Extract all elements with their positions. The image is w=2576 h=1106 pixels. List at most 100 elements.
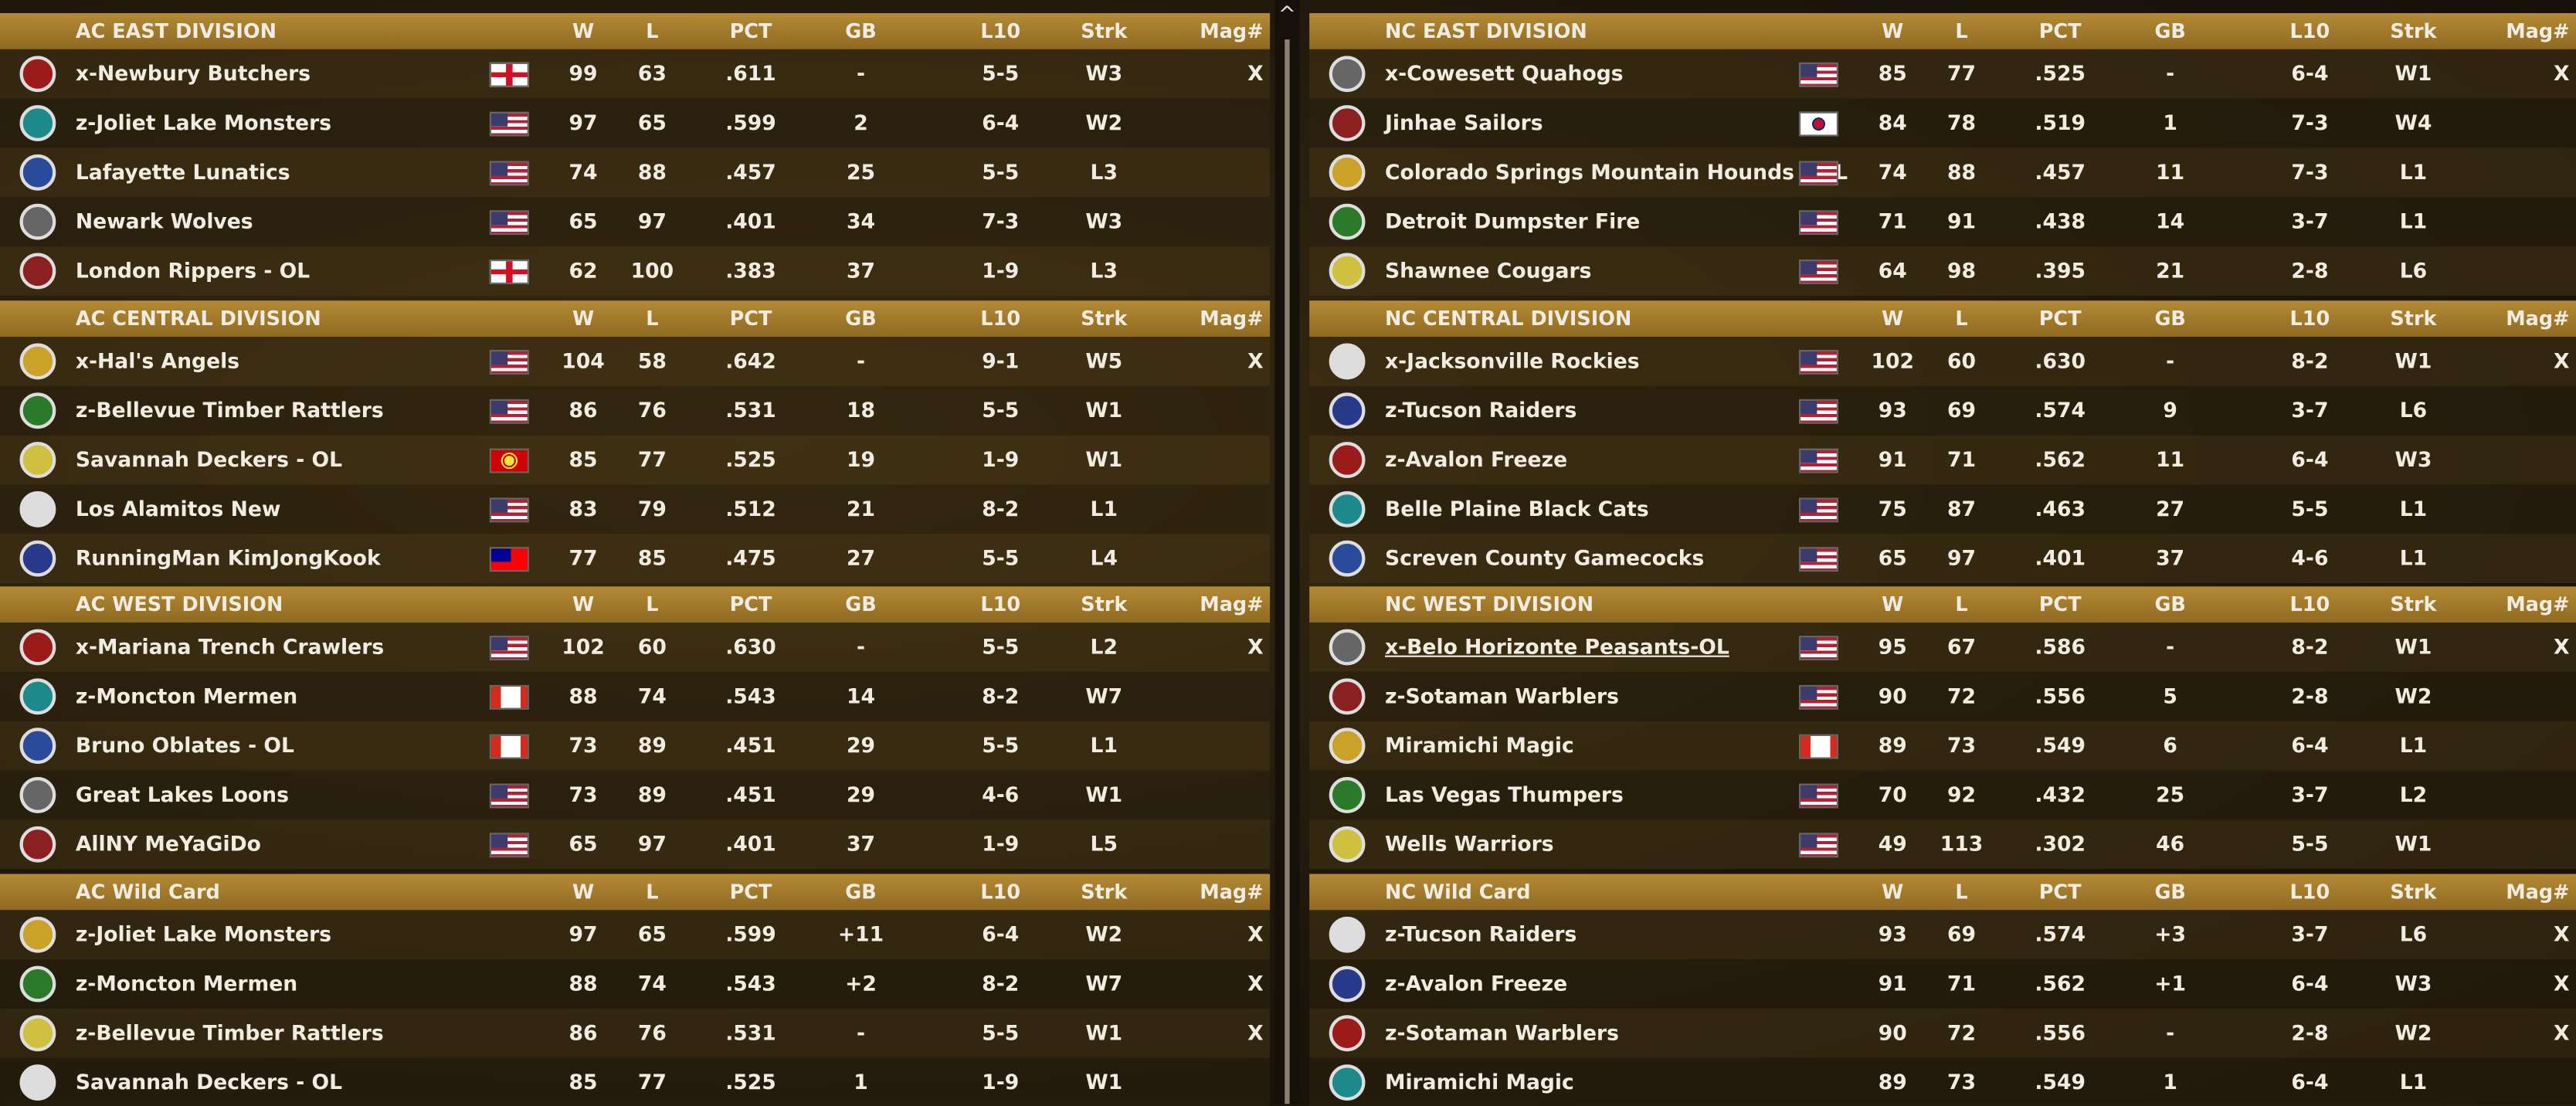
flag [1798,636,1839,661]
column-header: L [646,306,659,330]
team-row[interactable]: Bruno Oblates - OL 73 89 .451 29 5-5 L1 [0,721,1271,771]
stat-cell: 7-3 [2291,159,2329,185]
stat-cell: +11 [837,921,884,946]
team-row[interactable]: x-Cowesett Quahogs 85 77 .525 - 6-4 W1 X [1309,49,2576,99]
team-row[interactable]: AllNY MeYaGiDo 65 97 .401 37 1-9 L5 [0,819,1271,870]
stat-cell: W3 [2394,969,2432,995]
team-row[interactable]: Las Vegas Thumpers 70 92 .432 25 3-7 L2 [1309,770,2576,820]
team-row[interactable]: z-Bellevue Timber Rattlers 86 76 .531 18 5-5 W… [0,385,1271,435]
team-row[interactable]: x-Jacksonville Rockies 102 60 .630 - 8-2 W1 X [1309,335,2576,385]
team-row[interactable]: z-Avalon Freeze 91 71 .562 +1 6-4 W3 X [1309,958,2576,1008]
team-row[interactable]: Miramichi Magic 89 73 .549 6 6-4 L1 [1309,721,2576,771]
team-row[interactable]: z-Sotaman Warblers 90 72 .556 5 2-8 W2 [1309,671,2576,721]
flag [489,398,529,423]
stat-cell: L2 [1090,633,1118,659]
team-row[interactable]: z-Avalon Freeze 91 71 .562 11 6-4 W3 [1309,434,2576,484]
team-logo [1329,490,1366,527]
team-row[interactable]: z-Bellevue Timber Rattlers 86 76 .531 - 5-5 W1… [0,1007,1271,1057]
stat-cell: 2-8 [2291,257,2329,283]
team-logo [1329,1064,1366,1100]
stat-cell: 58 [637,347,667,372]
team-row[interactable]: RunningMan KimJongKook 77 85 .475 27 5-5 L4 [0,533,1271,582]
stat-cell: 75 [1878,495,1907,521]
team-name: z-Tucson Raiders [1384,396,1577,422]
team-name: Las Vegas Thumpers [1384,782,1624,807]
stat-cell: L1 [2399,209,2428,234]
stat-cell: L1 [2399,1068,2428,1094]
column-header: PCT [729,306,772,330]
team-row[interactable]: London Rippers - OL 62 100 .383 37 1-9 L3 [0,246,1271,296]
stat-cell: .586 [2035,633,2086,659]
stat-cell: L1 [2399,545,2428,569]
team-row[interactable]: z-Tucson Raiders 93 69 .574 +3 3-7 L6 X [1309,909,2576,959]
stat-cell: W1 [1085,1019,1123,1044]
flag [489,260,529,284]
stat-cell: W2 [1085,921,1123,946]
team-row[interactable]: z-Moncton Mermen 88 74 .543 +2 8-2 W7 X [0,958,1271,1008]
stat-cell: .630 [2035,347,2086,372]
column-header: L [1955,879,1968,903]
flag [489,734,529,759]
team-row[interactable]: Savannah Deckers - OL 85 77 .525 1 1-9 W1 [0,1057,1271,1106]
column-header: Strk [1081,879,1128,903]
team-row[interactable]: z-Tucson Raiders 93 69 .574 9 3-7 L6 [1309,385,2576,435]
team-row[interactable]: Miramichi Magic 89 73 .549 1 6-4 L1 [1309,1057,2576,1106]
stat-cell: .556 [2035,1019,2086,1044]
team-row[interactable]: x-Belo Horizonte Peasants-OL 95 67 .586 - 8-2… [1309,623,2576,672]
team-row[interactable]: Los Alamitos New 83 79 .512 21 8-2 L1 [0,483,1271,534]
stat-cell: 18 [846,396,876,422]
stat-cell: .599 [725,110,776,135]
column-header: Strk [1081,19,1128,43]
team-row[interactable]: z-Moncton Mermen 88 74 .543 14 8-2 W7 [0,671,1271,721]
team-row[interactable]: Lafayette Lunatics 74 88 .457 25 5-5 L3 [0,148,1271,198]
team-row[interactable]: Newark Wolves 65 97 .401 34 7-3 W3 [0,197,1271,247]
team-row[interactable]: z-Joliet Lake Monsters 97 65 .599 2 6-4 W2 [0,98,1271,148]
stat-cell: 5-5 [982,633,1020,659]
stat-cell: .475 [725,545,776,569]
stat-cell: 14 [846,683,876,708]
team-logo [1329,728,1366,765]
team-row[interactable]: Jinhae Sailors 84 78 .519 1 7-3 W4 [1309,98,2576,148]
stat-cell: 3-7 [2291,782,2329,807]
team-row[interactable]: Screven County Gamecocks 65 97 .401 37 4-6 L1 [1309,533,2576,582]
stat-cell: .383 [725,257,776,283]
stat-cell: L6 [2399,257,2428,283]
flag [1798,161,1839,186]
team-row[interactable]: Wells Warriors 49 113 .302 46 5-5 W1 [1309,819,2576,870]
column-header: W [572,879,595,903]
column-header: PCT [2038,306,2082,330]
team-logo [1329,203,1366,240]
team-row[interactable]: z-Joliet Lake Monsters 97 65 .599 +11 6-4 W2 X [0,909,1271,959]
team-row[interactable]: Savannah Deckers - OL 85 77 .525 19 1-9 W1 [0,434,1271,484]
team-row[interactable]: x-Hal's Angels 104 58 .642 - 9-1 W5 X [0,335,1271,385]
team-logo [1329,678,1366,715]
stat-cell: W2 [2394,683,2432,708]
stat-cell: 1 [2163,110,2177,135]
stat-cell: 64 [1878,257,1907,283]
stat-cell: 11 [2156,446,2185,471]
section-title: AC Wild Card [75,879,220,903]
team-row[interactable]: x-Mariana Trench Crawlers 102 60 .630 - 5-5 L2… [0,623,1271,672]
team-row[interactable]: Belle Plaine Black Cats 75 87 .463 27 5-5 L1 [1309,483,2576,534]
stat-cell: 5-5 [982,1019,1020,1044]
column-header: GB [2154,306,2186,330]
section-title: NC CENTRAL DIVISION [1384,306,1632,330]
team-row[interactable]: Shawnee Cougars 64 98 .395 21 2-8 L6 [1309,246,2576,296]
stat-cell: - [856,1019,866,1044]
stat-cell: 102 [562,633,605,659]
team-row[interactable]: Colorado Springs Mountain Hounds - OL 74 8… [1309,148,2576,198]
team-row[interactable]: Great Lakes Loons 73 89 .451 29 4-6 W1 [0,770,1271,820]
team-row[interactable]: z-Sotaman Warblers 90 72 .556 - 2-8 W2 X [1309,1007,2576,1057]
column-header: GB [845,306,877,330]
stat-cell: .525 [2035,60,2086,86]
stat-cell: 60 [1947,347,1977,372]
flag [489,348,529,374]
flag [489,497,529,522]
column-header: L10 [2289,879,2330,903]
team-row[interactable]: Detroit Dumpster Fire 71 91 .438 14 3-7 L1 [1309,197,2576,247]
scrollbar[interactable]: ^ [1274,0,1300,1104]
stat-cell: 3-7 [2291,209,2329,234]
stat-cell: 87 [1947,495,1977,521]
team-row[interactable]: x-Newbury Butchers 99 63 .611 - 5-5 W3 X [0,49,1271,99]
stat-cell: 88 [1947,159,1977,185]
